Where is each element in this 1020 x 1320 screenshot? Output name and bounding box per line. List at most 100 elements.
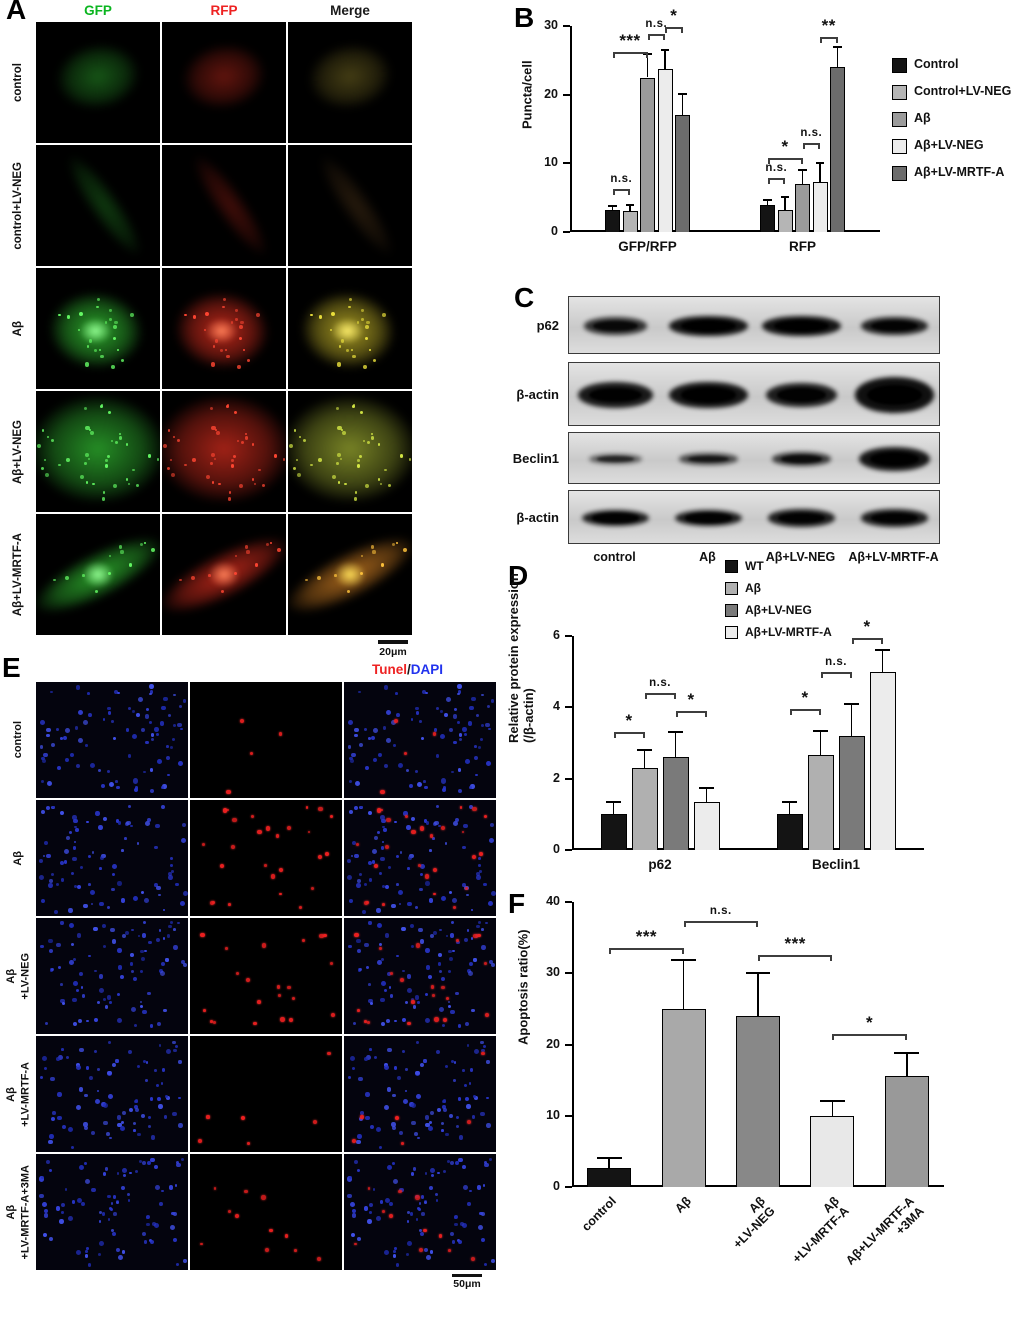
- blot-band-core: [871, 320, 918, 332]
- tunel-positive-dot: [275, 834, 280, 838]
- tunel-positive-dot: [236, 972, 240, 976]
- punctum: [368, 349, 371, 352]
- dapi-nucleus-dot: [477, 1224, 483, 1231]
- dapi-nucleus-dot: [481, 1237, 486, 1242]
- error-bar: [664, 50, 666, 69]
- error-bar-cap: [745, 972, 771, 975]
- dapi-nucleus-dot: [409, 924, 414, 929]
- punctum: [125, 478, 128, 481]
- dapi-nucleus-dot: [349, 756, 353, 761]
- legend-label: Aβ+LV-NEG: [914, 138, 984, 152]
- dapi-nucleus-dot: [99, 901, 104, 907]
- dapi-nucleus-dot: [450, 920, 455, 924]
- legend-label: Control+LV-NEG: [914, 84, 1012, 98]
- dapi-nucleus-dot: [133, 1129, 137, 1132]
- dapi-nucleus-dot: [396, 1075, 402, 1080]
- legend-label: Aβ: [745, 581, 761, 595]
- dapi-nucleus-dot: [381, 958, 385, 962]
- dapi-nucleus-dot: [159, 721, 165, 726]
- dapi-nucleus-dot: [141, 1161, 146, 1166]
- tunel-positive-dot: [481, 1052, 485, 1056]
- dapi-nucleus-dot: [50, 1076, 55, 1082]
- dapi-nucleus-dot: [415, 1218, 419, 1221]
- dapi-nucleus-dot: [367, 736, 371, 740]
- tunel-positive-dot: [202, 842, 206, 846]
- punctum: [214, 428, 217, 431]
- punctum: [226, 354, 230, 359]
- dapi-nucleus-dot: [439, 1007, 445, 1013]
- punctum: [244, 436, 249, 440]
- punctum: [208, 574, 211, 577]
- chart-D-x-tick-label: Beclin1: [811, 857, 861, 872]
- e-micrograph-r2-c2: [344, 918, 496, 1034]
- tunel-positive-dot: [472, 806, 477, 811]
- dapi-nucleus-dot: [140, 956, 145, 961]
- dapi-nucleus-dot: [155, 1084, 159, 1088]
- dapi-nucleus-dot: [166, 934, 171, 939]
- tunel-positive-dot: [423, 1228, 428, 1233]
- dapi-nucleus-dot: [482, 1183, 486, 1187]
- tunel-positive-dot: [404, 814, 409, 819]
- significance-label: *: [687, 689, 695, 709]
- dapi-nucleus-dot: [381, 980, 386, 986]
- dapi-nucleus-dot: [181, 837, 187, 843]
- dapi-nucleus-dot: [485, 921, 488, 925]
- dapi-nucleus-dot: [171, 738, 175, 742]
- dapi-nucleus-dot: [107, 1041, 112, 1045]
- dapi-nucleus-dot: [162, 696, 168, 702]
- tunel-positive-dot: [352, 1138, 356, 1143]
- punctum: [239, 337, 243, 341]
- dapi-nucleus-dot: [349, 780, 353, 784]
- dapi-nucleus-dot: [161, 1068, 166, 1072]
- punctum: [118, 436, 123, 440]
- dapi-nucleus-dot: [435, 754, 439, 758]
- dapi-nucleus-dot: [116, 992, 121, 997]
- punctum: [96, 305, 99, 309]
- tunel-positive-dot: [249, 751, 254, 756]
- dapi-nucleus-dot: [476, 1185, 482, 1190]
- dapi-nucleus-dot: [354, 780, 360, 786]
- dapi-nucleus-dot: [91, 851, 95, 854]
- tunel-positive-dot: [470, 1256, 476, 1261]
- dapi-nucleus-dot: [353, 727, 359, 733]
- tunel-positive-dot: [276, 985, 281, 989]
- dapi-nucleus-dot: [178, 704, 183, 709]
- dapi-nucleus-dot: [114, 689, 119, 694]
- dapi-nucleus-dot: [378, 942, 383, 947]
- dapi-nucleus-dot: [458, 1135, 464, 1140]
- blot-band-core: [774, 320, 829, 332]
- punctum: [255, 313, 260, 317]
- punctum: [305, 579, 308, 582]
- dapi-nucleus-dot: [440, 1121, 445, 1126]
- punctum: [352, 403, 356, 407]
- punctum: [105, 321, 108, 324]
- dapi-nucleus-dot: [137, 1132, 141, 1137]
- punctum: [395, 541, 398, 545]
- dapi-nucleus-dot: [121, 849, 124, 852]
- dapi-nucleus-dot: [398, 762, 404, 768]
- dapi-nucleus-dot: [380, 997, 385, 1002]
- dapi-nucleus-dot: [408, 783, 414, 789]
- punctum: [112, 325, 117, 330]
- dapi-nucleus-dot: [60, 982, 64, 986]
- dapi-nucleus-dot: [435, 1199, 439, 1203]
- dapi-nucleus-dot: [469, 804, 474, 809]
- dapi-nucleus-dot: [67, 1127, 73, 1133]
- dapi-nucleus-dot: [90, 902, 94, 906]
- tunel-positive-dot: [270, 874, 275, 879]
- dapi-nucleus-dot: [154, 1165, 159, 1169]
- dapi-nucleus-dot: [423, 1200, 428, 1205]
- dapi-nucleus-dot: [170, 745, 174, 749]
- tunel-positive-dot: [389, 1214, 394, 1219]
- dapi-nucleus-dot: [162, 784, 167, 789]
- dapi-nucleus-dot: [426, 1254, 432, 1260]
- dapi-nucleus-dot: [428, 1185, 434, 1191]
- chart-B-bar: [760, 204, 775, 232]
- cell-body-blob: [304, 38, 396, 115]
- dapi-nucleus-dot: [483, 1262, 488, 1267]
- chart-B-bar: [777, 210, 793, 232]
- dapi-nucleus-dot: [57, 765, 62, 771]
- punctum: [337, 425, 342, 430]
- punctum: [102, 491, 106, 494]
- dapi-nucleus-dot: [466, 1202, 471, 1206]
